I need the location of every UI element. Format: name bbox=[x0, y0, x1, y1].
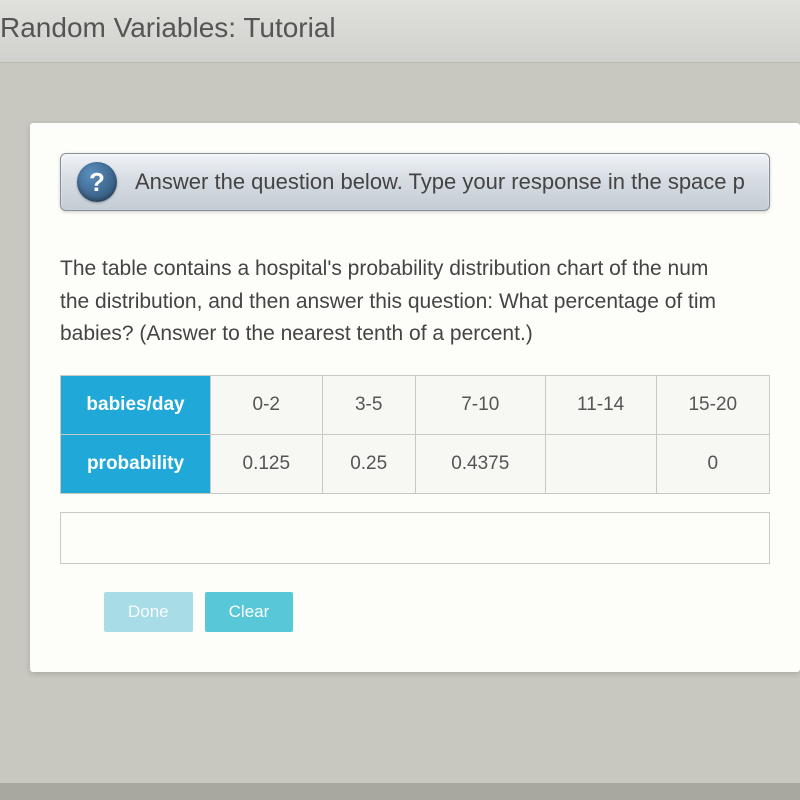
table-cell: 11-14 bbox=[545, 375, 656, 434]
table-cell: 0 bbox=[656, 434, 769, 493]
help-icon-char: ? bbox=[89, 167, 105, 198]
row-header-values: probability bbox=[61, 434, 211, 493]
table-cell: 0.25 bbox=[322, 434, 415, 493]
table-row: babies/day 0-2 3-5 7-10 11-14 15-20 bbox=[61, 375, 770, 434]
table-cell: 0.125 bbox=[211, 434, 323, 493]
question-line-3: babies? (Answer to the nearest tenth of … bbox=[60, 322, 533, 345]
question-line-2: the distribution, and then answer this q… bbox=[60, 290, 716, 313]
page-title-bar: Random Variables: Tutorial bbox=[0, 0, 800, 63]
table-cell: 0.4375 bbox=[415, 434, 545, 493]
clear-button[interactable]: Clear bbox=[205, 592, 294, 632]
help-icon[interactable]: ? bbox=[77, 162, 117, 202]
row-header-categories: babies/day bbox=[61, 375, 211, 434]
page-title: Random Variables: Tutorial bbox=[0, 12, 336, 43]
table-cell: 7-10 bbox=[415, 375, 545, 434]
table-cell: 15-20 bbox=[656, 375, 769, 434]
table-cell bbox=[545, 434, 656, 493]
question-line-1: The table contains a hospital's probabil… bbox=[60, 257, 708, 280]
table-cell: 3-5 bbox=[322, 375, 415, 434]
instruction-text: Answer the question below. Type your res… bbox=[135, 169, 745, 195]
question-card: ? Answer the question below. Type your r… bbox=[30, 123, 800, 672]
done-button[interactable]: Done bbox=[104, 592, 193, 632]
question-text: The table contains a hospital's probabil… bbox=[60, 253, 770, 351]
content-wrapper: ? Answer the question below. Type your r… bbox=[0, 63, 800, 783]
button-row: Done Clear bbox=[60, 592, 770, 632]
answer-input[interactable] bbox=[60, 512, 770, 564]
table-row: probability 0.125 0.25 0.4375 0 bbox=[61, 434, 770, 493]
table-cell: 0-2 bbox=[211, 375, 323, 434]
probability-table: babies/day 0-2 3-5 7-10 11-14 15-20 prob… bbox=[60, 375, 770, 494]
instruction-bar: ? Answer the question below. Type your r… bbox=[60, 153, 770, 211]
